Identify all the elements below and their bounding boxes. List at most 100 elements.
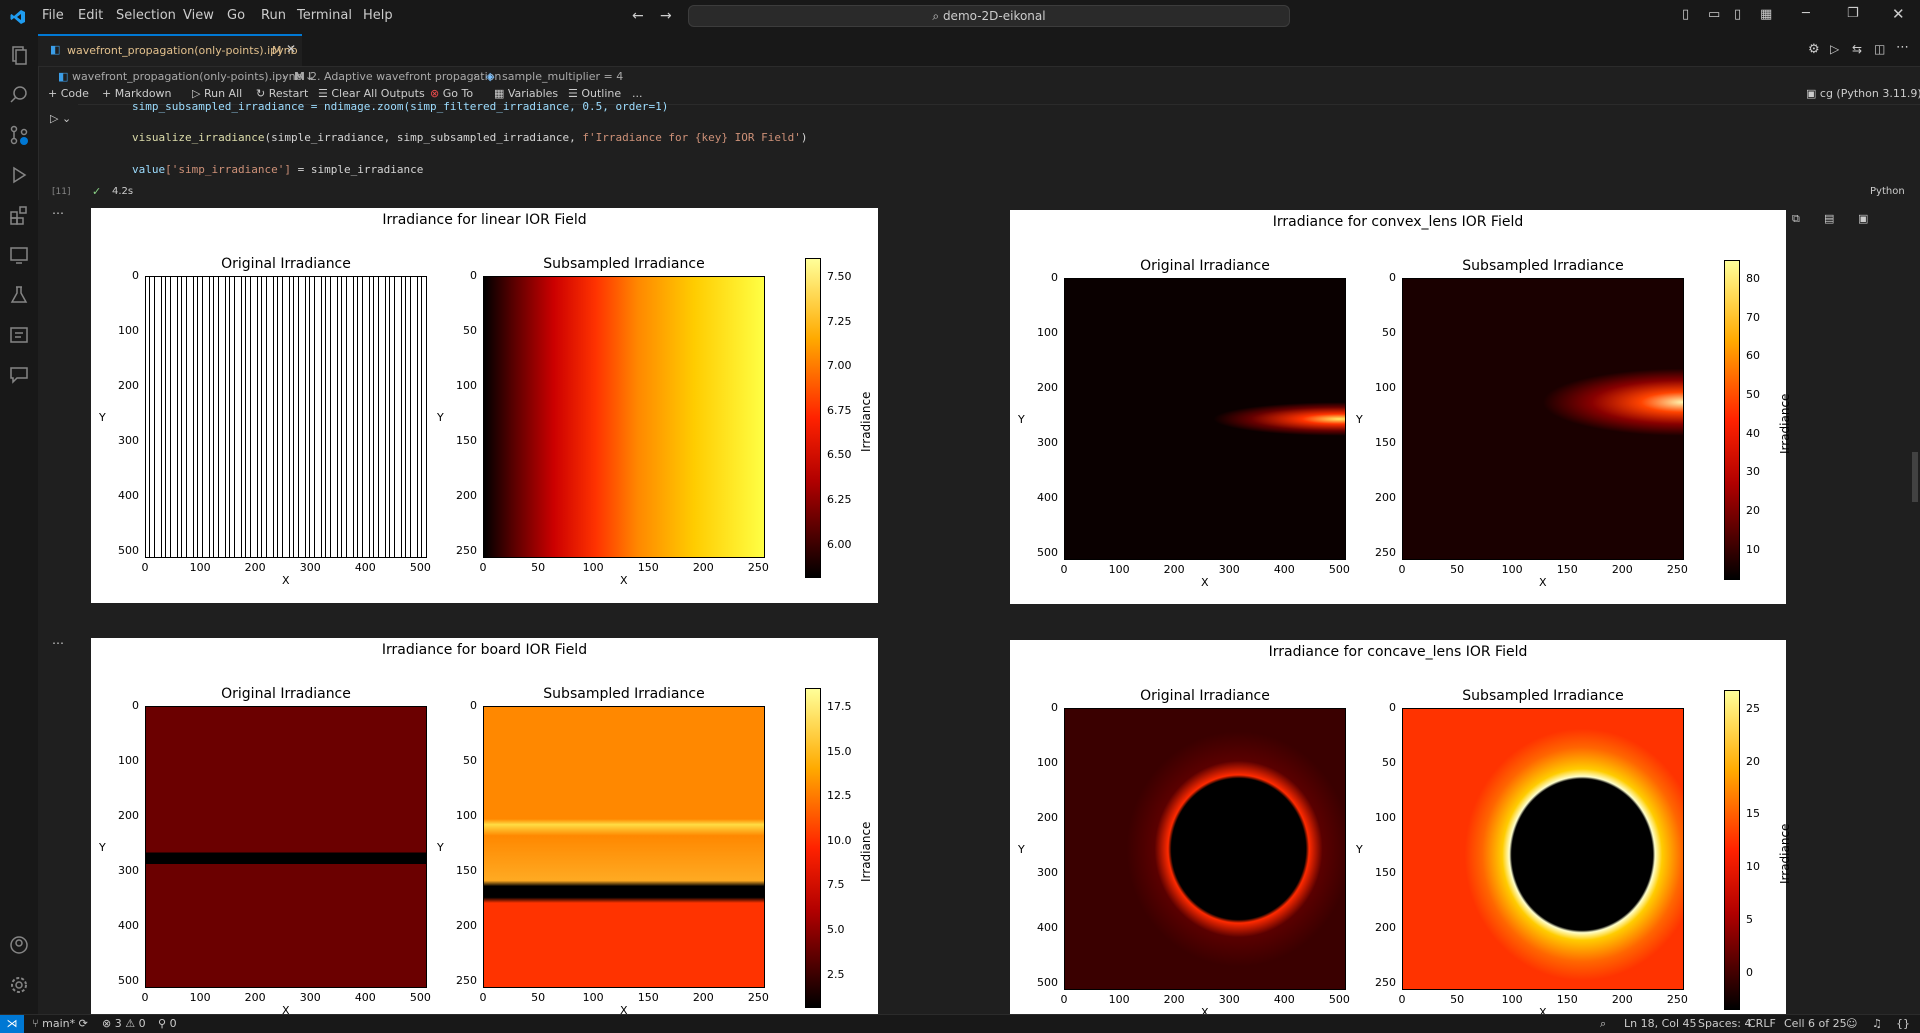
minimize-icon[interactable]: ─: [1802, 6, 1810, 21]
add-code-button[interactable]: + Code: [48, 87, 89, 100]
cell-language[interactable]: Python: [1870, 186, 1905, 197]
indentation[interactable]: Spaces: 4: [1698, 1017, 1752, 1030]
problems-indicator[interactable]: ⊗ 3 ⚠ 0: [102, 1017, 146, 1030]
ports-indicator[interactable]: ⚲ 0: [158, 1017, 177, 1030]
save-output-icon[interactable]: ▣: [1858, 212, 1869, 225]
notebook-settings-icon[interactable]: ⚙: [1808, 42, 1820, 57]
x-axis-label: X: [1201, 576, 1209, 589]
back-arrow-icon[interactable]: ←: [632, 8, 644, 24]
outline-button[interactable]: ☰ Outline: [568, 87, 622, 100]
output-actions-icon[interactable]: ⋯: [52, 206, 64, 220]
toggle-secondary-sidebar-icon[interactable]: ▯: [1734, 7, 1742, 22]
tab-notebook[interactable]: ◧ wavefront_propagation(only-points).ipy…: [38, 34, 302, 66]
compare-icon[interactable]: ⇆: [1852, 42, 1863, 56]
code-cell[interactable]: [78, 104, 1920, 201]
more-toolbar-button[interactable]: ...: [632, 87, 643, 100]
cell-indicator[interactable]: Cell 6 of 25: [1784, 1017, 1847, 1030]
original-plot: [1064, 708, 1346, 990]
colorbar: [1724, 260, 1740, 580]
brackets-icon[interactable]: {}: [1896, 1017, 1910, 1030]
y-tick-subsampled: 250: [456, 974, 477, 988]
breadcrumb-section[interactable]: 2. Adaptive wavefront propagation: [310, 70, 502, 83]
y-tick-original: 400: [118, 919, 139, 933]
restart-button[interactable]: ↻ Restart: [256, 87, 309, 100]
colorbar-tick: 0: [1746, 965, 1753, 979]
code-line-3[interactable]: value['simp_irradiance'] = simple_irradi…: [132, 163, 423, 176]
explorer-icon[interactable]: [8, 44, 30, 66]
y-tick-subsampled: 50: [463, 324, 477, 338]
forward-arrow-icon[interactable]: →: [660, 8, 672, 24]
toggle-sidebar-icon[interactable]: ▯: [1682, 7, 1690, 22]
menu-go[interactable]: Go: [227, 8, 246, 23]
goto-label: Go To: [442, 87, 474, 100]
breadcrumb-file[interactable]: wavefront_propagation(only-points).ipynb: [72, 70, 303, 83]
x-tick-subsampled: 250: [747, 991, 769, 1004]
clear-outputs-label: Clear All Outputs: [331, 87, 425, 100]
x-tick-subsampled: 0: [1398, 563, 1406, 576]
chat-icon[interactable]: [8, 364, 30, 386]
add-markdown-button[interactable]: + Markdown: [102, 87, 172, 100]
code-key: ['simp_irradiance']: [165, 163, 291, 176]
split-editor-icon[interactable]: ◫: [1874, 42, 1886, 56]
output-actions-icon[interactable]: ⋯: [52, 636, 64, 650]
command-center[interactable]: ⌕ demo-2D-eikonal: [688, 5, 1290, 27]
x-tick-original: 400: [1273, 993, 1295, 1006]
code-line-1[interactable]: simp_subsampled_irradiance = ndimage.zoo…: [132, 100, 668, 113]
y-tick-subsampled: 250: [456, 544, 477, 558]
customize-layout-icon[interactable]: ▦: [1760, 7, 1773, 22]
more-actions-icon[interactable]: ⋯: [1896, 40, 1909, 55]
settings-gear-icon[interactable]: [8, 974, 30, 996]
y-tick-subsampled: 200: [456, 489, 477, 503]
search-icon[interactable]: [8, 84, 30, 106]
remote-explorer-icon[interactable]: [8, 244, 30, 266]
remote-indicator-icon[interactable]: ⋊: [0, 1015, 24, 1033]
copilot-icon[interactable]: ☺: [1846, 1017, 1858, 1030]
copy-output-icon[interactable]: ⧉: [1792, 212, 1800, 225]
kernel-picker[interactable]: ▣ cg (Python 3.11.9): [1806, 87, 1920, 100]
close-icon[interactable]: ✕: [1892, 5, 1905, 23]
colorbar-tick: 6.00: [827, 537, 852, 551]
menu-edit[interactable]: Edit: [78, 8, 104, 23]
line-endings[interactable]: CRLF: [1748, 1017, 1776, 1030]
source-control-icon[interactable]: [8, 124, 30, 146]
restore-icon[interactable]: ❐: [1847, 6, 1859, 21]
colorbar-tick: 17.5: [827, 700, 852, 713]
notifications-icon[interactable]: ♫: [1872, 1017, 1882, 1030]
account-icon[interactable]: [8, 934, 30, 956]
extensions-icon[interactable]: [8, 204, 30, 226]
zoom-icon[interactable]: ⌕: [1600, 1017, 1607, 1030]
colorbar-tick: 6.25: [827, 493, 852, 507]
run-icon[interactable]: ▷: [1830, 42, 1840, 56]
y-tick-subsampled: 150: [1375, 866, 1396, 880]
chart-output-icon[interactable]: ▤: [1824, 212, 1835, 225]
menu-terminal[interactable]: Terminal: [297, 8, 352, 23]
y-tick-subsampled: 0: [1389, 271, 1396, 284]
menu-run[interactable]: Run: [261, 8, 286, 23]
variables-button[interactable]: ▦ Variables: [494, 87, 559, 100]
menu-view[interactable]: View: [183, 8, 214, 23]
menu-help[interactable]: Help: [363, 8, 393, 23]
colorbar: [805, 258, 821, 578]
menu-file[interactable]: File: [42, 8, 64, 23]
colorbar-tick: 5.0: [827, 923, 845, 937]
jupyter-icon[interactable]: [8, 324, 30, 346]
toggle-panel-icon[interactable]: ▭: [1708, 7, 1721, 22]
original-subtitle: Original Irradiance: [1140, 688, 1270, 704]
goto-button[interactable]: ⊗ Go To: [430, 87, 473, 100]
code-line-2[interactable]: visualize_irradiance(simple_irradiance, …: [132, 131, 808, 144]
vertical-scrollbar-thumb[interactable]: [1912, 452, 1918, 502]
testing-icon[interactable]: [8, 284, 30, 306]
run-debug-icon[interactable]: [8, 164, 30, 186]
menu-selection[interactable]: Selection: [116, 8, 176, 23]
breadcrumb-variable[interactable]: sample_multiplier = 4: [502, 70, 624, 83]
y-axis-label: Y: [437, 411, 444, 424]
clear-outputs-button[interactable]: ☰ Clear All Outputs: [318, 87, 425, 100]
horizontal-scrollbar[interactable]: [90, 606, 1878, 616]
tab-close-icon[interactable]: ✕: [286, 42, 297, 56]
cursor-position[interactable]: Ln 18, Col 45: [1624, 1017, 1697, 1030]
add-code-label: Code: [60, 87, 89, 100]
y-tick-original: 300: [1037, 436, 1058, 450]
run-cell-icon[interactable]: ▷ ⌄: [50, 112, 72, 125]
run-all-button[interactable]: ▷ Run All: [192, 87, 243, 100]
branch-indicator[interactable]: ⑂ main* ⟳: [32, 1017, 88, 1030]
